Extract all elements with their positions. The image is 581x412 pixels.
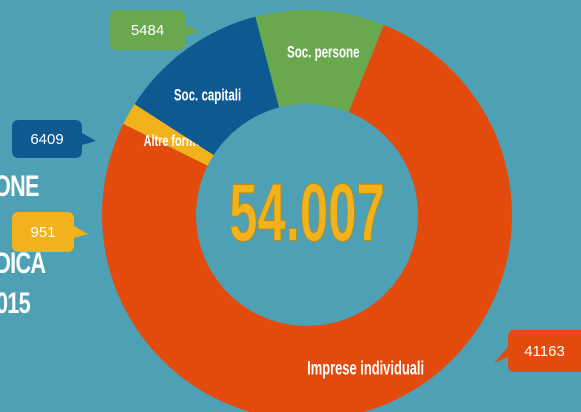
callout-6409: 6409: [12, 120, 96, 158]
callout-951: 951: [12, 212, 88, 252]
callout-box: [494, 330, 581, 372]
callout-value: 6409: [30, 131, 63, 148]
slice-label-soc-capitali: Soc. capitali: [174, 87, 241, 106]
callout-41163: 41163: [494, 330, 581, 372]
callout-box: [110, 10, 199, 50]
side-title-line-1: ONE: [0, 170, 39, 203]
callout-box: [12, 212, 88, 252]
donut-total-value: 54.007: [229, 167, 384, 258]
callout-value: 951: [30, 224, 55, 241]
callout-box: [12, 120, 96, 158]
slice-label-imprese-individuali: Imprese individuali: [307, 358, 424, 379]
callout-5484: 5484: [110, 10, 199, 50]
side-title-line-3: 015: [0, 287, 31, 320]
slice-soc-capitali: [134, 16, 280, 155]
slice-label-soc-persone: Soc. persone: [287, 43, 359, 62]
callout-value: 41163: [524, 343, 565, 360]
slice-imprese-individuali: [101, 24, 512, 412]
side-title-line-2: IDICA: [0, 247, 46, 280]
slice-soc-persone: [255, 10, 384, 113]
slice-altre-forme: [123, 104, 214, 166]
callout-value: 5484: [131, 22, 164, 39]
